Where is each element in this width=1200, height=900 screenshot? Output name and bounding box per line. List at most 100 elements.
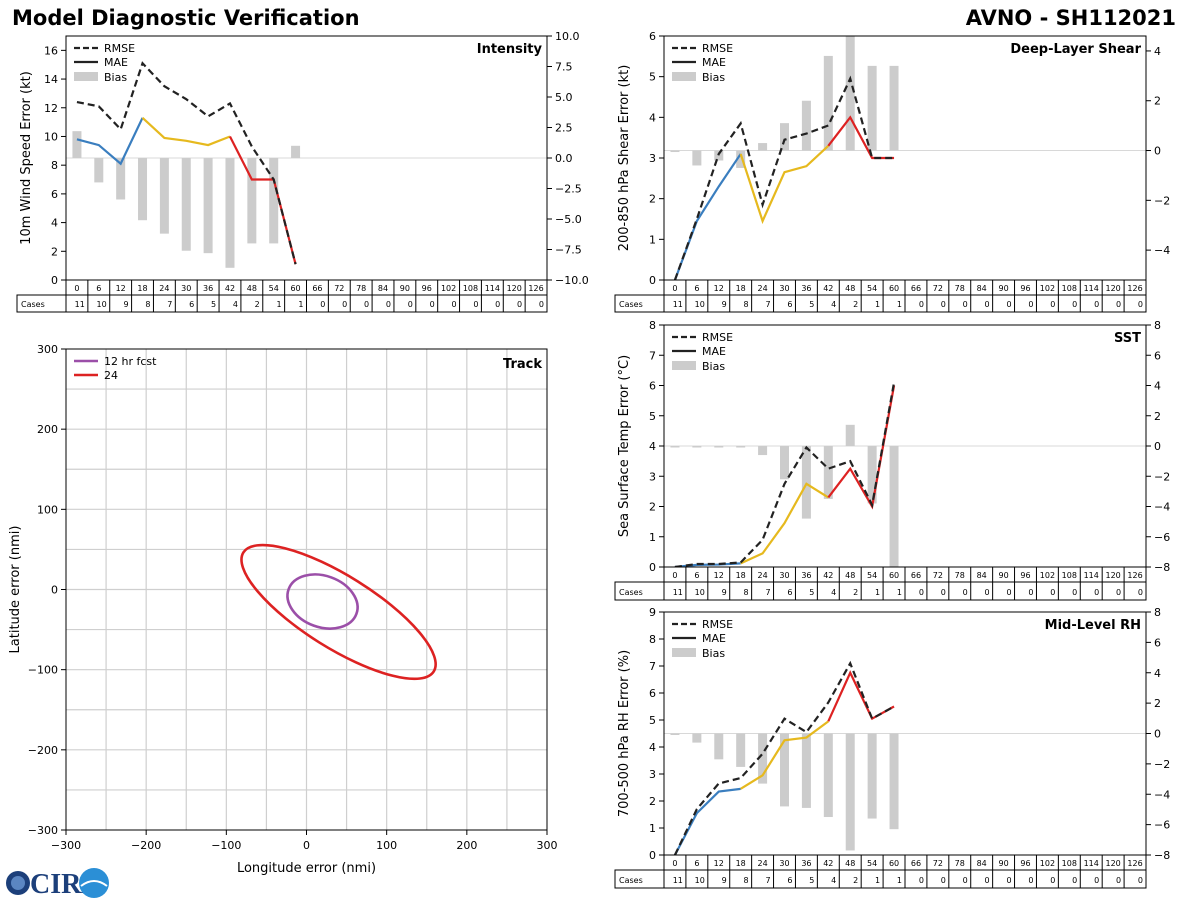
rh-hour-label: 36: [801, 859, 811, 868]
shear-legend-rmse-label: RMSE: [702, 42, 733, 55]
sst-hour-label: 126: [1127, 571, 1142, 580]
sst-case-count: 0: [1116, 588, 1121, 597]
sst-bias-bar: [823, 446, 833, 499]
rh-bias-tick-label: −6: [1154, 819, 1170, 832]
shear-bias-bar: [736, 150, 746, 168]
sst-ytick-label: 4: [649, 440, 656, 453]
rh-case-count: 0: [985, 876, 990, 885]
sst-legend-rmse-label: RMSE: [702, 331, 733, 344]
rh-case-count: 0: [1028, 876, 1033, 885]
rh-ytick-label: 6: [649, 687, 656, 700]
sst-hour-label: 78: [955, 571, 965, 580]
sst-bias-tick-label: 6: [1154, 349, 1161, 362]
rh-cases-row: [614, 869, 1147, 889]
track-legend-label: 12 hr fcst: [104, 355, 157, 368]
sst-case-count: 0: [1050, 588, 1055, 597]
shear-hour-label: 60: [889, 284, 899, 293]
shear-case-count: 0: [1116, 300, 1121, 309]
rh-hour-label: 114: [1084, 859, 1099, 868]
intensity-ytick-label: 0: [51, 274, 58, 287]
track-ytick-label: 300: [37, 343, 58, 356]
sst-hour-label: 108: [1062, 571, 1077, 580]
intensity-bias-bar: [138, 158, 148, 221]
sst-bias-bar: [714, 446, 724, 448]
shear-cases-row: [614, 294, 1147, 313]
sst-hour-label: 6: [694, 571, 699, 580]
sst-case-count: 7: [765, 588, 770, 597]
intensity-case-count: 0: [451, 300, 456, 309]
intensity-case-count: 7: [167, 300, 172, 309]
shear-ylabel: 200-850 hPa Shear Error (kt): [617, 65, 632, 252]
shear-case-count: 10: [695, 300, 705, 309]
intensity-bias-tick-label: −7.5: [555, 244, 582, 257]
intensity-case-count: 0: [430, 300, 435, 309]
track-ytick-label: −200: [28, 744, 58, 757]
intensity-title: Intensity: [477, 42, 543, 57]
sst-case-count: 0: [963, 588, 968, 597]
track-ytick-label: 100: [37, 503, 58, 516]
intensity-hour-label: 102: [441, 284, 456, 293]
rh-hour-label: 96: [1020, 859, 1030, 868]
intensity-bias-bar: [247, 158, 257, 244]
rh-rmse-line: [673, 660, 895, 856]
shear-bias-bar: [758, 143, 768, 151]
intensity-bias-bar: [116, 158, 126, 200]
shear-case-count: 0: [1138, 300, 1143, 309]
track-ytick-label: 200: [37, 423, 58, 436]
sst-hour-label: 0: [672, 571, 677, 580]
shear-bias-tick-label: −4: [1154, 244, 1170, 257]
rh-hour-label: 30: [779, 859, 789, 868]
rh-case-count: 0: [1050, 876, 1055, 885]
intensity-case-count: 11: [75, 300, 85, 309]
intensity-hour-label: 18: [137, 284, 147, 293]
sst-bias-bar: [867, 446, 877, 504]
shear-hour-label: 114: [1084, 284, 1099, 293]
sst-ytick-label: 7: [649, 349, 656, 362]
sst-case-count: 9: [722, 588, 727, 597]
rh-case-count: 0: [963, 876, 968, 885]
sst-hour-label: 42: [823, 571, 833, 580]
sst-hour-label: 72: [933, 571, 943, 580]
sst-bias-tick-label: 2: [1154, 410, 1161, 423]
rh-mae-line: [827, 670, 895, 722]
shear-ytick-label: 4: [649, 111, 656, 124]
rh-hour-label: 0: [672, 859, 677, 868]
shear-mae-line: [739, 144, 830, 225]
intensity-hour-label: 66: [312, 284, 322, 293]
intensity-ylabel: 10m Wind Speed Error (kt): [19, 71, 34, 245]
rh-hour-label: 108: [1062, 859, 1077, 868]
sst-ytick-label: 3: [649, 470, 656, 483]
track-ytick-label: 0: [51, 584, 58, 597]
rh-ytick-label: 7: [649, 660, 656, 673]
sst-bias-bar: [736, 446, 746, 448]
rh-hour-label: 54: [867, 859, 877, 868]
shear-legend-bias-label: Bias: [702, 71, 725, 84]
rh-bias-tick-label: 2: [1154, 697, 1161, 710]
intensity-mae-line: [141, 117, 231, 147]
rh-legend-bias-label: Bias: [702, 647, 725, 660]
sst-case-count: 1: [897, 588, 902, 597]
intensity-ytick-label: 4: [51, 217, 58, 230]
sst-case-count: 4: [831, 588, 836, 597]
rh-hour-label: 48: [845, 859, 855, 868]
intensity-case-count: 8: [145, 300, 150, 309]
sst-bias-bar: [889, 446, 899, 586]
intensity-case-count: 0: [320, 300, 325, 309]
shear-legend-mae-label: MAE: [702, 56, 726, 69]
shear-bias-bar: [692, 150, 702, 166]
rh-bias-bar: [867, 733, 877, 819]
track-xtick-label: 100: [376, 839, 397, 852]
intensity-hour-label: 54: [269, 284, 279, 293]
shear-ytick-label: 0: [649, 274, 656, 287]
intensity-bias-bar: [181, 158, 191, 251]
intensity-bias-tick-label: 2.5: [555, 122, 573, 135]
sst-case-count: 0: [1006, 588, 1011, 597]
rh-mae-line: [740, 720, 829, 790]
rh-bias-bar: [670, 733, 680, 735]
shear-case-count: 2: [853, 300, 858, 309]
track-ellipse: [286, 573, 359, 630]
sst-case-count: 11: [673, 588, 683, 597]
rh-hour-label: 6: [694, 859, 699, 868]
sst-hour-label: 120: [1105, 571, 1120, 580]
rh-ytick-label: 1: [649, 822, 656, 835]
